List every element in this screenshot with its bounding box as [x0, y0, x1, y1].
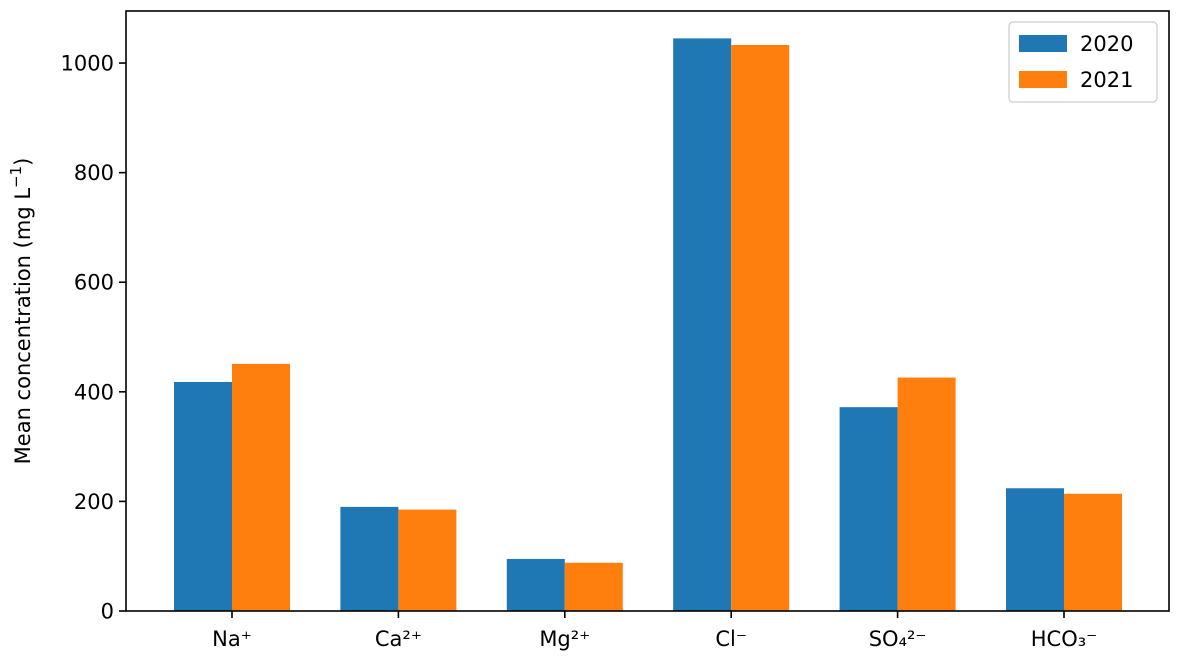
x-tick-label: Ca²⁺ — [375, 627, 422, 651]
x-tick-label: HCO₃⁻ — [1031, 627, 1098, 651]
y-axis-title-exponent: −1 — [7, 166, 25, 188]
bars-layer — [174, 38, 1122, 612]
x-tick-label: Na⁺ — [212, 627, 252, 651]
y-axis-title-text: Mean concentration (mg L — [11, 188, 35, 465]
plot-frame — [125, 10, 1170, 612]
bar-2021-3 — [731, 44, 790, 612]
bar-2021-2 — [564, 562, 623, 611]
y-axis-title-close: ) — [11, 158, 35, 166]
legend-label-2021: 2021 — [1080, 68, 1133, 92]
legend-swatch-2021 — [1019, 71, 1067, 88]
y-tick-label: 200 — [74, 490, 114, 514]
bar-2020-0 — [174, 381, 232, 611]
legend-swatch-2020 — [1019, 35, 1067, 52]
bar-2021-1 — [398, 509, 457, 611]
y-tick-label: 1000 — [61, 52, 114, 76]
x-tick-label: Mg²⁺ — [539, 627, 590, 651]
x-tick-label: SO₄²⁻ — [869, 627, 927, 651]
legend: 2020 2021 — [1008, 21, 1158, 103]
bar-2021-0 — [232, 363, 290, 611]
legend-label-2020: 2020 — [1080, 32, 1133, 56]
y-tick-label: 400 — [74, 380, 114, 404]
bar-2021-4 — [897, 377, 956, 611]
y-axis: 0 200 400 600 800 1000 — [61, 52, 126, 624]
bar-2020-2 — [506, 558, 565, 611]
y-tick-label: 800 — [74, 161, 114, 185]
bar-2020-5 — [1006, 488, 1064, 611]
x-axis: Na⁺ Ca²⁺ Mg²⁺ Cl⁻ SO₄²⁻ HCO₃⁻ — [212, 611, 1097, 651]
y-tick-label: 0 — [101, 600, 114, 624]
bar-2020-3 — [673, 38, 732, 611]
y-tick-label: 600 — [74, 271, 114, 295]
bar-2020-1 — [340, 506, 399, 611]
y-axis-title: Mean concentration (mg L−1) — [7, 158, 35, 465]
x-tick-label: Cl⁻ — [715, 627, 747, 651]
bar-2020-4 — [839, 407, 898, 611]
bar-2021-5 — [1064, 493, 1122, 611]
